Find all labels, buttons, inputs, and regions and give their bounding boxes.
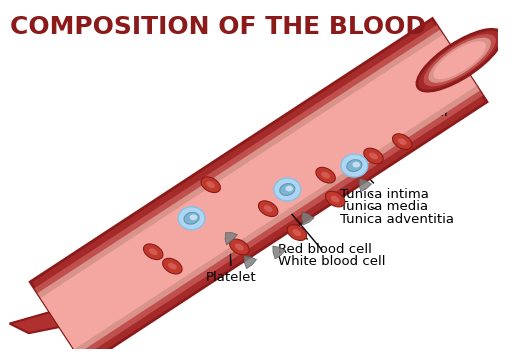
Polygon shape (272, 246, 285, 259)
Text: Platelet: Platelet (206, 240, 256, 284)
Ellipse shape (258, 201, 278, 216)
Ellipse shape (235, 243, 244, 250)
Ellipse shape (326, 191, 345, 207)
Ellipse shape (321, 172, 330, 178)
Ellipse shape (353, 162, 360, 167)
Ellipse shape (280, 183, 295, 195)
Ellipse shape (230, 239, 249, 255)
Text: Tunica intima: Tunica intima (340, 180, 429, 201)
Ellipse shape (423, 34, 496, 86)
Ellipse shape (331, 196, 340, 202)
Text: Plasma: Plasma (96, 273, 144, 306)
Ellipse shape (149, 248, 158, 255)
Ellipse shape (144, 244, 163, 260)
Ellipse shape (393, 134, 412, 150)
Ellipse shape (316, 167, 335, 183)
Ellipse shape (287, 225, 307, 241)
Text: COMPOSITION OF THE BLOOD: COMPOSITION OF THE BLOOD (9, 15, 425, 39)
Ellipse shape (369, 152, 378, 160)
Ellipse shape (292, 229, 301, 236)
Polygon shape (244, 257, 256, 269)
Polygon shape (34, 25, 483, 357)
Text: Tunica adventitia: Tunica adventitia (340, 207, 454, 226)
Polygon shape (41, 35, 476, 349)
Ellipse shape (163, 258, 182, 274)
Ellipse shape (347, 160, 362, 171)
Ellipse shape (428, 37, 491, 83)
Polygon shape (9, 46, 469, 333)
Polygon shape (224, 232, 237, 245)
Polygon shape (358, 179, 371, 192)
Ellipse shape (274, 178, 301, 201)
Polygon shape (30, 19, 487, 357)
Text: White blood cell: White blood cell (278, 211, 385, 268)
Text: Blood vessel: Blood vessel (364, 81, 448, 119)
Ellipse shape (178, 207, 205, 230)
Ellipse shape (206, 181, 215, 188)
Ellipse shape (364, 148, 383, 164)
Ellipse shape (201, 177, 220, 192)
Ellipse shape (190, 215, 197, 220)
Ellipse shape (341, 154, 368, 177)
Polygon shape (37, 30, 479, 354)
Ellipse shape (168, 263, 177, 270)
Text: Red blood cell: Red blood cell (278, 234, 372, 256)
Text: Tunica media: Tunica media (340, 193, 428, 213)
Ellipse shape (398, 138, 407, 145)
Ellipse shape (417, 29, 502, 91)
Ellipse shape (264, 205, 272, 212)
Polygon shape (302, 212, 314, 225)
Ellipse shape (184, 212, 199, 224)
Ellipse shape (433, 41, 486, 79)
Ellipse shape (285, 186, 293, 191)
